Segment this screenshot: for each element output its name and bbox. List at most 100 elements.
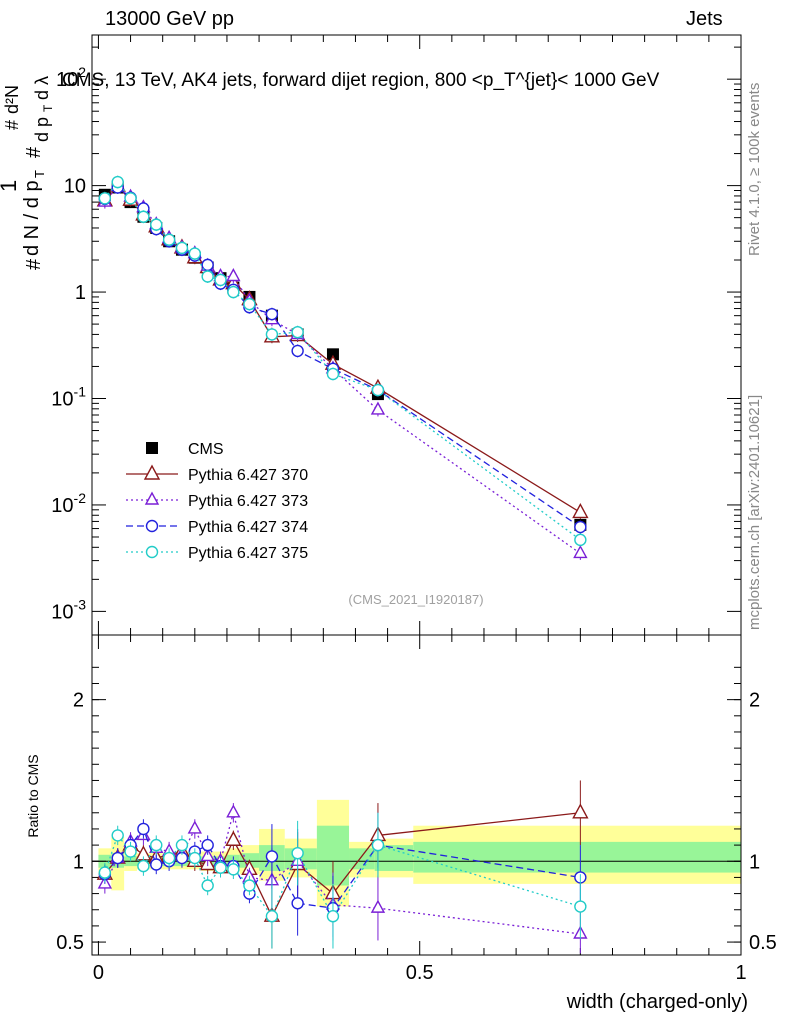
ratio-point-4-2 bbox=[124, 845, 137, 858]
analysis-id: (CMS_2021_I1920187) bbox=[348, 592, 483, 607]
ratio-point-4-12 bbox=[265, 910, 279, 923]
legend-label-1: Pythia 6.427 370 bbox=[188, 467, 308, 484]
main-point-1-16 bbox=[572, 502, 589, 519]
ratio-ytick-label: 1 bbox=[73, 851, 84, 873]
main-point-4-2 bbox=[124, 192, 137, 205]
main-point-4-9 bbox=[214, 273, 227, 287]
ratio-point-4-9 bbox=[214, 861, 227, 874]
ratio-point-4-1 bbox=[111, 829, 124, 842]
svg-text:d p: d p bbox=[32, 117, 52, 142]
ratio-point-4-4 bbox=[150, 838, 163, 852]
ratio-point-1-16 bbox=[572, 803, 589, 819]
ratio-point-3-1 bbox=[111, 851, 124, 865]
ratio-point-4-10 bbox=[227, 863, 240, 876]
legend-label-0: CMS bbox=[188, 441, 224, 458]
legend-marker-3 bbox=[145, 519, 159, 533]
main-ytick-label: 10-1 bbox=[51, 383, 86, 410]
ratio-ytick-label-right: 1 bbox=[749, 851, 760, 873]
ratio-point-2-15 bbox=[370, 899, 386, 913]
main-ylabel: # d N / d p T 1 # d p T d λ # d²N bbox=[0, 76, 55, 270]
svg-text:d λ: d λ bbox=[32, 76, 52, 100]
main-point-4-12 bbox=[265, 328, 279, 341]
svg-text:#: # bbox=[23, 146, 45, 158]
ratio-frame bbox=[91, 634, 742, 956]
svg-text:1: 1 bbox=[0, 180, 21, 192]
ratio-point-4-7 bbox=[188, 851, 202, 865]
main-point-4-11 bbox=[243, 297, 256, 311]
legend-label-4: Pythia 6.427 375 bbox=[188, 545, 308, 562]
main-point-4-14 bbox=[326, 367, 340, 381]
ratio-ytick-label: 0.5 bbox=[56, 932, 84, 954]
main-point-4-8 bbox=[201, 270, 214, 283]
ratio-point-4-15 bbox=[371, 838, 385, 852]
main-point-2-16 bbox=[573, 545, 588, 559]
main-point-4-0 bbox=[98, 192, 112, 205]
ratio-point-4-13 bbox=[291, 846, 304, 860]
main-ytick-label: 1 bbox=[75, 282, 86, 304]
ratio-point-3-3 bbox=[137, 822, 150, 836]
ratio-point-4-3 bbox=[137, 859, 150, 873]
ratio-point-1-10 bbox=[225, 830, 242, 846]
svg-text:d N / d p: d N / d p bbox=[21, 180, 43, 256]
ratio-point-2-8 bbox=[200, 847, 215, 862]
main-ytick-label: 10-2 bbox=[51, 490, 86, 517]
band-inner-15 bbox=[349, 848, 375, 870]
legend-marker-4 bbox=[145, 545, 159, 559]
ratio-ytick-label-right: 2 bbox=[749, 690, 760, 712]
main-point-3-12 bbox=[265, 307, 279, 321]
ratio-xtick-label: 1 bbox=[735, 962, 746, 984]
main-ytick-label: 10 bbox=[64, 176, 86, 198]
header-left: 13000 GeV pp bbox=[105, 8, 234, 30]
ratio-point-4-8 bbox=[201, 879, 214, 892]
main-point-4-6 bbox=[175, 241, 189, 255]
main-point-0-14 bbox=[326, 348, 339, 361]
svg-text:T: T bbox=[41, 104, 55, 112]
ratio-line-2 bbox=[104, 812, 581, 935]
legend-marker-2 bbox=[144, 491, 160, 505]
main-point-4-5 bbox=[162, 233, 176, 246]
plot-frames bbox=[91, 34, 742, 956]
main-point-2-15 bbox=[370, 401, 386, 415]
ratio-point-2-10 bbox=[226, 804, 241, 818]
main-point-4-7 bbox=[188, 247, 202, 260]
ratio-xtick-label: 0 bbox=[93, 962, 104, 984]
main-line-3 bbox=[104, 186, 581, 528]
ratio-point-3-12 bbox=[265, 850, 279, 863]
ratio-point-4-11 bbox=[243, 879, 256, 892]
data-marks bbox=[96, 175, 589, 954]
ratio-xtick-label: 0.5 bbox=[406, 962, 434, 984]
band-inner-17 bbox=[413, 841, 741, 873]
x-axis-label: width (charged-only) bbox=[566, 991, 748, 1013]
ratio-line-4 bbox=[104, 834, 581, 918]
main-point-4-13 bbox=[291, 325, 304, 339]
main-point-3-16 bbox=[574, 520, 587, 534]
ratio-point-3-4 bbox=[150, 858, 163, 871]
ratio-ytick-label: 2 bbox=[73, 690, 84, 712]
svg-text:#: # bbox=[2, 120, 22, 130]
ratio-point-3-8 bbox=[201, 838, 214, 852]
ratio-point-4-0 bbox=[98, 866, 112, 879]
main-title: CMS, 13 TeV, AK4 jets, forward dijet reg… bbox=[62, 70, 660, 91]
main-point-4-15 bbox=[371, 383, 385, 397]
ratio-point-4-5 bbox=[162, 851, 176, 865]
main-point-4-10 bbox=[227, 285, 240, 299]
main-ytick-label: 10-3 bbox=[51, 596, 86, 623]
legend-marker-0 bbox=[146, 442, 158, 454]
ratio-point-4-14 bbox=[326, 910, 340, 923]
svg-text:d²N: d²N bbox=[2, 85, 22, 114]
ratio-point-2-7 bbox=[187, 820, 202, 834]
svg-text:#: # bbox=[23, 258, 45, 270]
main-point-4-3 bbox=[137, 210, 150, 223]
main-point-2-10 bbox=[226, 268, 241, 282]
main-line-4 bbox=[104, 181, 581, 541]
main-point-3-13 bbox=[291, 344, 304, 358]
header-right: Jets bbox=[686, 8, 723, 30]
ratio-ytick-label-right: 0.5 bbox=[749, 932, 777, 954]
ratio-ylabel: Ratio to CMS bbox=[25, 754, 41, 837]
ratio-point-4-16 bbox=[574, 900, 587, 913]
main-point-4-16 bbox=[574, 533, 587, 547]
ratio-point-4-6 bbox=[175, 838, 189, 852]
ratio-line-3 bbox=[104, 827, 581, 909]
